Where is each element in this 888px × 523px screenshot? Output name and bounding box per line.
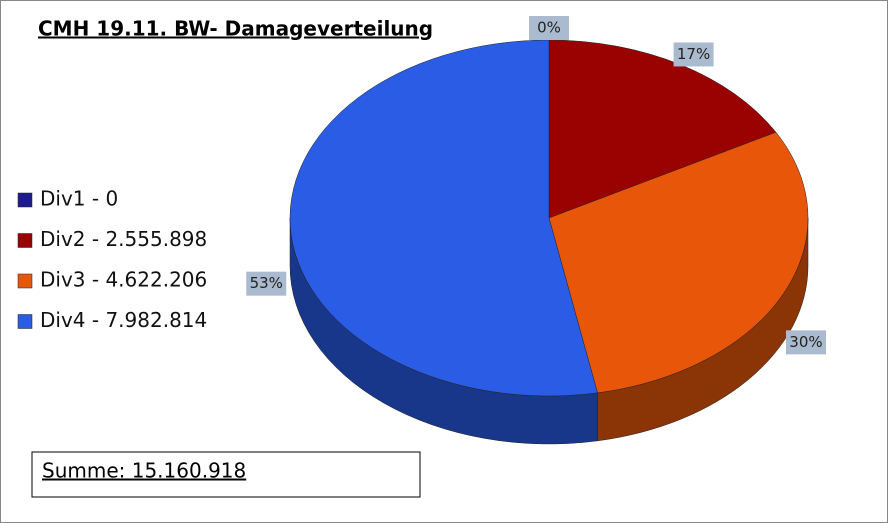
legend-swatch xyxy=(17,314,33,329)
legend-swatch xyxy=(17,273,33,289)
pie-top xyxy=(289,39,809,397)
label-box xyxy=(673,42,714,67)
value-label: 30% xyxy=(789,333,822,351)
label-box xyxy=(529,16,569,40)
labels: 0% 17% 30% 53% xyxy=(246,16,826,355)
slice xyxy=(289,39,598,397)
chart-title: CMH 19.11. BW- Damageverteilung xyxy=(38,17,433,41)
value-label: 0% xyxy=(537,19,561,37)
label-box xyxy=(785,330,826,355)
sum-box xyxy=(31,451,421,498)
legend-label: Div2 - 2.555.898 xyxy=(40,227,207,251)
sum-annotation: Summe: 15.160.918 xyxy=(42,459,246,483)
slice xyxy=(548,131,809,394)
legend-swatch xyxy=(17,233,33,248)
label-box xyxy=(246,271,287,296)
legend-label: Div3 - 4.622.206 xyxy=(40,268,207,292)
value-label: 17% xyxy=(677,45,710,63)
legend-label: Div1 - 0 xyxy=(40,187,118,211)
legend-label: Div4 - 7.982.814 xyxy=(40,308,207,332)
legend-swatch xyxy=(17,192,33,208)
value-label: 53% xyxy=(250,274,283,292)
legend: Div1 - 0 Div2 - 2.555.898 Div3 - 4.622.206… xyxy=(17,187,207,332)
